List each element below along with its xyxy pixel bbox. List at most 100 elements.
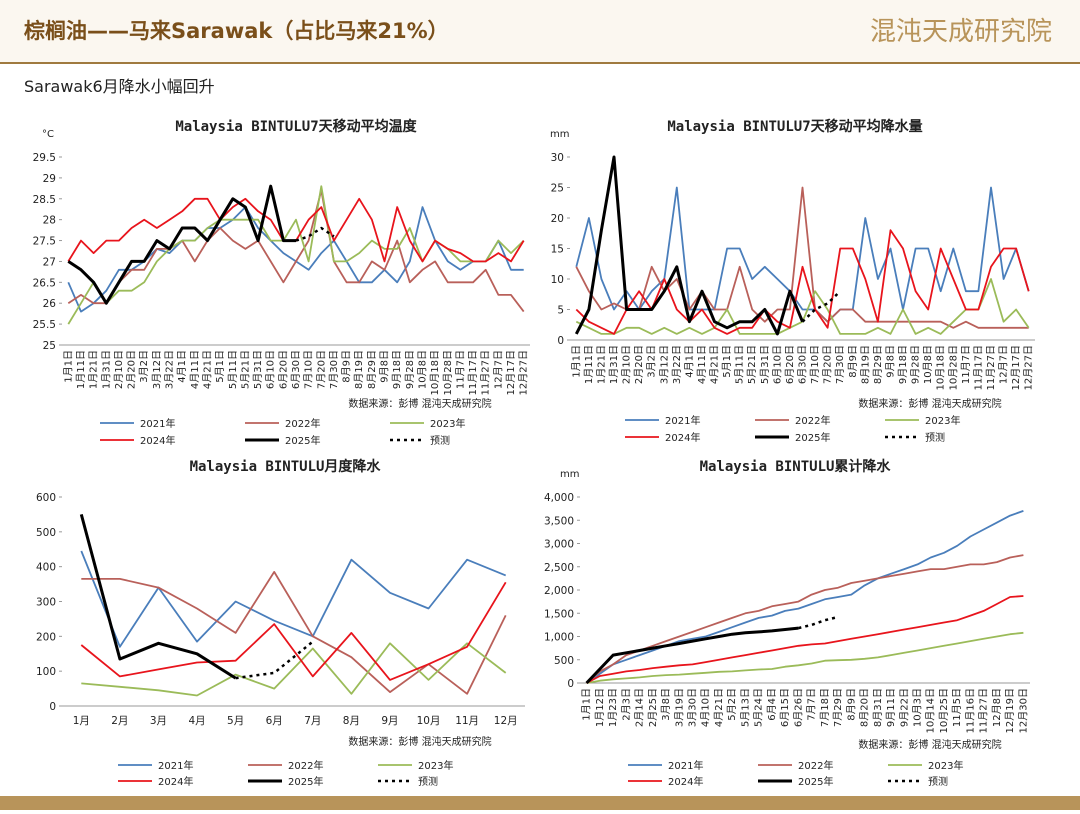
x-tick-label: 12月8日 (991, 688, 1003, 727)
legend-label: 2021年 (158, 759, 193, 772)
x-tick-label: 7月29日 (832, 688, 844, 727)
y-tick-label: 25 (551, 183, 564, 195)
y-tick-label: 4,000 (544, 492, 574, 504)
chart-title: Malaysia BINTULU7天移动平均降水量 (667, 118, 922, 135)
x-tick-label: 1月11日 (583, 345, 595, 384)
series-line (586, 510, 1024, 684)
y-tick-label: 1,500 (544, 608, 574, 620)
x-tick-label: 6月10日 (265, 350, 277, 389)
header-bg (0, 0, 1080, 62)
x-tick-label: 2月3日 (620, 688, 632, 721)
y-tick-label: 0 (567, 678, 574, 690)
y-tick-label: 500 (36, 527, 56, 539)
y-tick-label: 0 (557, 335, 564, 347)
x-tick-label: 5月11日 (227, 350, 239, 389)
source-note: 数据来源：彭博 混沌天成研究院 (348, 735, 491, 748)
y-tick-label: 28.5 (33, 194, 56, 206)
x-tick-label: 7月10日 (303, 350, 315, 389)
y-tick-label: 29 (43, 173, 56, 185)
legend-label: 2022年 (798, 759, 833, 772)
x-tick-label: 7月 (304, 715, 321, 727)
legend-label: 预测 (928, 775, 948, 788)
y-tick-label: 29.5 (33, 152, 56, 164)
x-tick-label: 8月29日 (366, 350, 378, 389)
legend-label: 2025年 (288, 775, 323, 788)
x-tick-label: 6月30日 (797, 345, 809, 384)
y-tick-label: 20 (551, 213, 564, 225)
source-note: 数据来源：彭博 混沌天成研究院 (348, 397, 491, 410)
unit-label: mm (560, 469, 579, 480)
legend-label: 2024年 (668, 775, 703, 788)
x-tick-label: 2月14日 (634, 688, 646, 727)
x-tick-label: 2月20日 (633, 345, 645, 384)
x-tick-label: 12月19日 (1004, 688, 1016, 733)
x-tick-label: 4月1日 (176, 350, 188, 383)
x-tick-label: 5月13日 (739, 688, 751, 727)
legend-label: 预测 (430, 434, 450, 447)
y-tick-label: 26.5 (33, 277, 56, 289)
x-tick-label: 8月29日 (872, 345, 884, 384)
x-tick-label: 8月9日 (341, 350, 353, 383)
x-tick-label: 11月17日 (972, 345, 984, 390)
x-tick-label: 9月28日 (404, 350, 416, 389)
x-tick-label: 5月1日 (721, 345, 733, 378)
x-tick-label: 7月30日 (834, 345, 846, 384)
unit-label: mm (550, 129, 569, 140)
x-tick-label: 7月10日 (809, 345, 821, 384)
x-tick-label: 5月21日 (746, 345, 758, 384)
chart-title: Malaysia BINTULU月度降水 (190, 458, 382, 475)
x-tick-label: 11月17日 (467, 350, 479, 395)
x-tick-label: 12月17日 (505, 350, 517, 395)
x-tick-label: 10月14日 (925, 688, 937, 733)
y-tick-label: 25 (43, 340, 56, 352)
x-tick-label: 10月18日 (935, 345, 947, 390)
x-tick-label: 1月21日 (595, 345, 607, 384)
x-tick-label: 8月19日 (859, 345, 871, 384)
x-tick-label: 7月20日 (315, 350, 327, 389)
y-tick-label: 5 (557, 305, 564, 317)
chart-title: Malaysia BINTULU累计降水 (700, 458, 892, 475)
x-tick-label: 1月12日 (594, 688, 606, 727)
legend-label: 2023年 (925, 414, 960, 427)
x-tick-label: 11月27日 (978, 688, 990, 733)
series-line (798, 615, 839, 630)
x-tick-label: 1月11日 (75, 350, 87, 389)
x-tick-label: 9月18日 (897, 345, 909, 384)
y-tick-label: 600 (36, 492, 56, 504)
x-tick-label: 5月1日 (214, 350, 226, 383)
series-line (295, 226, 335, 242)
x-tick-label: 3月8日 (660, 688, 672, 721)
x-tick-label: 10月28日 (947, 345, 959, 390)
y-tick-label: 15 (551, 244, 564, 256)
x-tick-label: 8月19日 (353, 350, 365, 389)
x-tick-label: 3月19日 (673, 688, 685, 727)
chart-title: Malaysia BINTULU7天移动平均温度 (175, 118, 417, 135)
x-tick-label: 5月11日 (734, 345, 746, 384)
x-tick-label: 1月 (73, 715, 90, 727)
y-tick-label: 0 (49, 701, 56, 713)
x-tick-label: 11月27日 (985, 345, 997, 390)
y-tick-label: 28 (43, 215, 56, 227)
series-line (80, 581, 507, 681)
legend-label: 2024年 (140, 434, 175, 447)
y-tick-label: 2,000 (544, 585, 574, 597)
source-note: 数据来源：彭博 混沌天成研究院 (858, 738, 1001, 751)
series-line (586, 554, 1024, 684)
logo: 混沌天成研究院 (870, 17, 1052, 47)
x-tick-label: 1月31日 (608, 345, 620, 384)
legend-label: 2022年 (795, 414, 830, 427)
x-tick-label: 10月25日 (938, 688, 950, 733)
x-tick-label: 6月30日 (290, 350, 302, 389)
x-tick-label: 12月27日 (518, 350, 530, 395)
x-tick-label: 4月11日 (189, 350, 201, 389)
x-tick-label: 5月2日 (726, 688, 738, 721)
x-tick-label: 11月16日 (964, 688, 976, 733)
x-tick-label: 2月20日 (126, 350, 138, 389)
x-tick-label: 1月1日 (62, 350, 74, 383)
x-tick-label: 9月22日 (898, 688, 910, 727)
x-tick-label: 3月12日 (658, 345, 670, 384)
x-tick-label: 11月27日 (480, 350, 492, 395)
legend-label: 2022年 (285, 417, 320, 430)
x-tick-label: 10月 (417, 715, 441, 727)
y-tick-label: 500 (554, 655, 574, 667)
